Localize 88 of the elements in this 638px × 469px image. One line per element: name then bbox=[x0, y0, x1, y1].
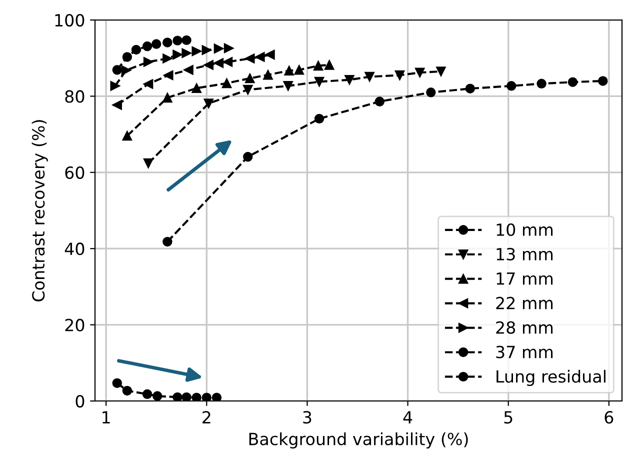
point bbox=[122, 386, 132, 396]
point bbox=[314, 76, 324, 87]
legend-label: 22 mm bbox=[496, 296, 553, 310]
point bbox=[182, 48, 192, 58]
point bbox=[214, 44, 224, 54]
legend-label: Lung residual bbox=[496, 370, 606, 386]
point bbox=[202, 392, 212, 401]
point bbox=[192, 392, 202, 401]
point bbox=[204, 60, 214, 70]
point bbox=[172, 392, 182, 401]
point bbox=[202, 45, 212, 55]
legend-label: 37 mm bbox=[496, 346, 553, 358]
point bbox=[344, 74, 354, 85]
point bbox=[151, 39, 162, 49]
point bbox=[436, 66, 446, 76]
point bbox=[222, 57, 233, 67]
y-tick-label: 80 bbox=[65, 90, 84, 103]
point bbox=[162, 54, 172, 64]
point bbox=[245, 54, 255, 64]
point bbox=[364, 72, 374, 82]
y-tick-label: 20 bbox=[65, 318, 84, 332]
legend-label: 10 mm bbox=[496, 223, 553, 236]
point bbox=[192, 46, 202, 56]
point bbox=[184, 65, 194, 75]
point bbox=[265, 50, 275, 60]
point bbox=[284, 66, 294, 76]
point bbox=[122, 52, 132, 62]
point bbox=[214, 58, 224, 68]
point bbox=[568, 77, 578, 87]
point bbox=[536, 78, 546, 88]
point bbox=[224, 43, 234, 54]
y-tick-label: 60 bbox=[65, 166, 84, 179]
y-axis-title: Contrast recovery (%) bbox=[32, 120, 48, 302]
point bbox=[204, 98, 214, 108]
y-tick-label: 40 bbox=[64, 242, 84, 256]
point bbox=[394, 70, 405, 80]
point bbox=[243, 152, 253, 162]
point bbox=[465, 84, 475, 94]
point bbox=[112, 100, 122, 110]
point bbox=[243, 84, 253, 95]
point bbox=[506, 81, 516, 91]
x-tick-label: 2 bbox=[202, 411, 210, 424]
point bbox=[143, 79, 154, 89]
point bbox=[152, 391, 162, 401]
point bbox=[143, 158, 154, 168]
point bbox=[245, 73, 255, 84]
y-tick-label: 0 bbox=[76, 394, 84, 408]
point bbox=[143, 57, 154, 67]
point bbox=[122, 130, 132, 141]
point bbox=[110, 81, 120, 91]
point bbox=[121, 65, 132, 76]
point bbox=[313, 60, 324, 71]
point bbox=[142, 41, 152, 52]
x-tick-label: 5 bbox=[504, 411, 512, 424]
point bbox=[172, 36, 182, 46]
point bbox=[255, 52, 265, 62]
point bbox=[131, 44, 142, 55]
x-tick-label: 1 bbox=[102, 411, 110, 424]
point bbox=[162, 236, 172, 247]
point bbox=[294, 65, 304, 75]
point bbox=[162, 92, 172, 103]
point bbox=[172, 50, 182, 60]
point bbox=[374, 96, 384, 106]
legend-label: 28 mm bbox=[496, 321, 553, 334]
point bbox=[112, 378, 122, 388]
y-tick-label: 100 bbox=[55, 14, 84, 27]
point bbox=[414, 68, 425, 78]
point bbox=[162, 38, 172, 48]
legend-label: 17 mm bbox=[496, 272, 553, 285]
x-tick-label: 6 bbox=[604, 411, 614, 424]
point bbox=[192, 83, 202, 94]
x-axis-title: Background variability (%) bbox=[249, 432, 468, 449]
point bbox=[182, 392, 192, 401]
point bbox=[426, 88, 436, 98]
x-tick-label: 3 bbox=[303, 411, 312, 424]
point bbox=[212, 392, 222, 401]
legend-label: 13 mm bbox=[496, 248, 553, 260]
point bbox=[598, 76, 608, 86]
x-tick-label: 4 bbox=[403, 411, 412, 424]
point bbox=[142, 389, 152, 400]
point bbox=[314, 114, 324, 124]
point bbox=[324, 60, 334, 70]
point bbox=[283, 81, 293, 91]
point bbox=[112, 65, 122, 75]
point bbox=[263, 70, 273, 80]
point bbox=[182, 35, 192, 46]
point bbox=[164, 70, 174, 80]
point bbox=[222, 78, 232, 88]
